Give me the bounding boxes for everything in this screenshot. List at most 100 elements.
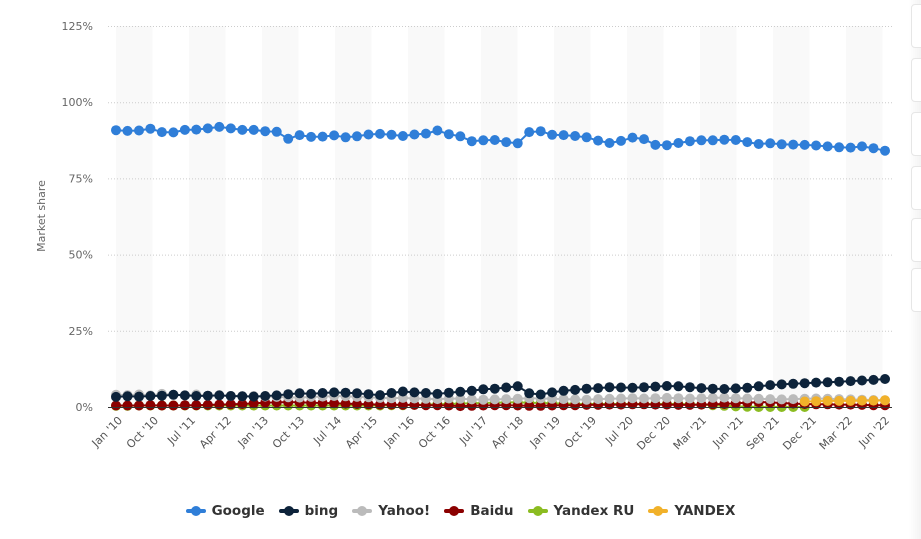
data-point[interactable] — [466, 385, 477, 396]
data-point[interactable] — [616, 382, 626, 393]
legend-item-yandex-ru[interactable]: Yandex RU — [527, 503, 634, 519]
data-point[interactable] — [443, 129, 454, 140]
data-point[interactable] — [145, 391, 156, 401]
data-point[interactable] — [742, 393, 753, 404]
data-point[interactable] — [661, 392, 672, 403]
legend-item-google[interactable]: Google — [185, 503, 265, 519]
data-point[interactable] — [501, 394, 512, 405]
data-point[interactable] — [696, 393, 707, 404]
data-point[interactable] — [489, 383, 500, 394]
data-point[interactable] — [111, 125, 121, 136]
data-point[interactable] — [719, 134, 730, 145]
data-point[interactable] — [616, 393, 626, 404]
data-point[interactable] — [340, 398, 351, 409]
data-point[interactable] — [558, 385, 569, 396]
data-point[interactable] — [707, 383, 718, 394]
data-point[interactable] — [329, 387, 340, 398]
data-point[interactable] — [730, 383, 741, 394]
data-point[interactable] — [650, 393, 661, 404]
data-point[interactable] — [329, 130, 340, 141]
data-point[interactable] — [604, 138, 615, 148]
data-point[interactable] — [730, 135, 741, 145]
data-point[interactable] — [845, 376, 856, 387]
data-point[interactable] — [845, 142, 856, 153]
data-point[interactable] — [489, 394, 500, 405]
data-point[interactable] — [822, 141, 833, 152]
data-point[interactable] — [834, 142, 845, 153]
data-point[interactable] — [776, 139, 787, 150]
data-point[interactable] — [363, 399, 374, 410]
data-point[interactable] — [352, 131, 362, 142]
data-point[interactable] — [558, 130, 569, 141]
data-point[interactable] — [237, 124, 248, 135]
data-point[interactable] — [673, 138, 684, 148]
data-point[interactable] — [191, 400, 202, 411]
data-point[interactable] — [753, 393, 764, 404]
legend-item-yahoo[interactable]: Yahoo! — [352, 503, 430, 519]
data-point[interactable] — [420, 388, 431, 398]
data-point[interactable] — [661, 140, 672, 151]
side-tool-button[interactable] — [911, 112, 921, 156]
data-point[interactable] — [225, 391, 236, 401]
series-google[interactable] — [111, 121, 890, 156]
data-point[interactable] — [868, 374, 879, 385]
data-point[interactable] — [168, 389, 179, 400]
data-point[interactable] — [134, 125, 144, 136]
data-point[interactable] — [581, 394, 592, 405]
data-point[interactable] — [570, 394, 581, 405]
data-point[interactable] — [329, 398, 340, 409]
data-point[interactable] — [386, 129, 397, 140]
data-point[interactable] — [134, 391, 144, 402]
data-point[interactable] — [420, 128, 431, 139]
data-point[interactable] — [145, 123, 156, 134]
data-point[interactable] — [179, 390, 190, 401]
data-point[interactable] — [857, 375, 867, 386]
data-point[interactable] — [524, 400, 535, 411]
data-point[interactable] — [512, 138, 523, 149]
data-point[interactable] — [283, 389, 294, 400]
data-point[interactable] — [799, 396, 810, 407]
data-point[interactable] — [707, 392, 718, 403]
data-point[interactable] — [455, 386, 466, 397]
data-point[interactable] — [880, 374, 890, 384]
data-point[interactable] — [237, 391, 248, 402]
data-point[interactable] — [294, 130, 305, 141]
data-point[interactable] — [111, 400, 121, 411]
data-point[interactable] — [822, 395, 833, 406]
data-point[interactable] — [202, 390, 213, 401]
data-point[interactable] — [375, 390, 385, 401]
data-point[interactable] — [811, 140, 822, 151]
data-point[interactable] — [776, 379, 787, 390]
data-point[interactable] — [788, 378, 799, 389]
data-point[interactable] — [604, 382, 615, 393]
data-point[interactable] — [742, 382, 753, 393]
data-point[interactable] — [822, 377, 833, 388]
data-point[interactable] — [191, 391, 202, 401]
data-point[interactable] — [880, 145, 890, 156]
data-point[interactable] — [639, 134, 649, 145]
data-point[interactable] — [535, 126, 546, 137]
data-point[interactable] — [788, 394, 799, 405]
data-point[interactable] — [604, 393, 615, 404]
data-point[interactable] — [409, 129, 420, 140]
data-point[interactable] — [455, 393, 466, 404]
data-point[interactable] — [799, 139, 810, 150]
data-point[interactable] — [191, 124, 202, 135]
data-point[interactable] — [363, 389, 374, 400]
data-point[interactable] — [340, 132, 351, 143]
data-point[interactable] — [466, 136, 477, 147]
data-point[interactable] — [455, 131, 466, 142]
data-point[interactable] — [306, 388, 317, 399]
data-point[interactable] — [260, 126, 271, 137]
data-point[interactable] — [156, 400, 167, 411]
data-point[interactable] — [753, 139, 764, 149]
data-point[interactable] — [696, 135, 707, 146]
data-point[interactable] — [593, 394, 604, 405]
data-point[interactable] — [352, 388, 362, 399]
data-point[interactable] — [478, 394, 489, 405]
data-point[interactable] — [535, 389, 546, 400]
data-point[interactable] — [639, 393, 649, 404]
data-point[interactable] — [283, 133, 294, 144]
side-tool-button[interactable] — [911, 58, 921, 102]
data-point[interactable] — [593, 383, 604, 394]
